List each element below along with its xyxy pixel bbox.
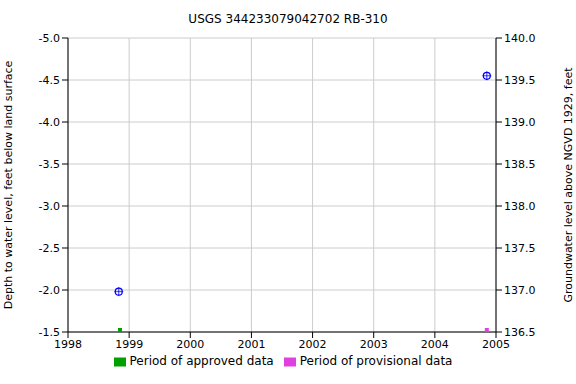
svg-text:1999: 1999 — [115, 338, 143, 351]
svg-text:-5.0: -5.0 — [39, 32, 60, 45]
svg-text:139.0: 139.0 — [504, 116, 536, 129]
svg-text:137.0: 137.0 — [504, 284, 536, 297]
html-text:Period of approved data: Period of approved data — [129, 354, 274, 368]
svg-text:Depth to water level, feet bel: Depth to water level, feet below land su… — [8, 60, 15, 309]
svg-text:139.5: 139.5 — [504, 74, 536, 87]
svg-text:2000: 2000 — [176, 338, 204, 351]
html-text:Period of provisional data: Period of provisional data — [299, 354, 453, 368]
svg-text:-3.0: -3.0 — [39, 200, 60, 213]
svg-text:-3.5: -3.5 — [39, 158, 60, 171]
svg-text:140.0: 140.0 — [504, 32, 536, 45]
svg-text:138.0: 138.0 — [504, 200, 536, 213]
html-text:USGS 344233079042702 RB-310: USGS 344233079042702 RB-310 — [188, 12, 388, 26]
svg-text:1998: 1998 — [54, 338, 82, 351]
svg-text:2003: 2003 — [360, 338, 388, 351]
svg-text:-2.0: -2.0 — [39, 284, 60, 297]
svg-text:2002: 2002 — [299, 338, 327, 351]
svg-text:2001: 2001 — [237, 338, 265, 351]
svg-text:-4.5: -4.5 — [39, 74, 60, 87]
svg-text:2004: 2004 — [421, 338, 449, 351]
svg-text:-1.5: -1.5 — [39, 326, 60, 339]
svg-text:138.5: 138.5 — [504, 158, 536, 171]
svg-text:136.5: 136.5 — [504, 326, 536, 339]
svg-text:-2.5: -2.5 — [39, 242, 60, 255]
svg-text:Groundwater level above NGVD 1: Groundwater level above NGVD 1929, feet — [562, 67, 568, 303]
svg-text:2005: 2005 — [482, 338, 510, 351]
svg-text:-4.0: -4.0 — [39, 116, 60, 129]
svg-text:137.5: 137.5 — [504, 242, 536, 255]
